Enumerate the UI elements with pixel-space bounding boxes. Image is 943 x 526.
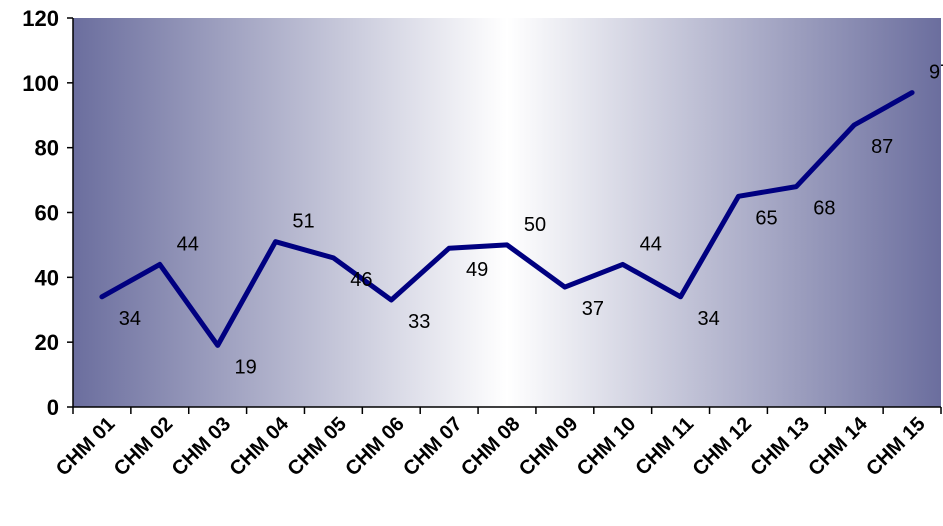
y-tick-label: 60	[35, 201, 59, 226]
data-label: 19	[235, 356, 257, 378]
data-label: 34	[119, 308, 141, 330]
data-label: 65	[755, 207, 777, 229]
data-label: 87	[871, 136, 893, 158]
data-label: 44	[177, 233, 199, 255]
y-tick-label: 80	[35, 136, 59, 161]
x-tick-label: CHM 12	[689, 413, 756, 480]
data-label: 34	[697, 308, 719, 330]
data-label: 50	[524, 214, 546, 236]
x-tick-label: CHM 06	[341, 413, 408, 480]
data-label: 97	[929, 62, 943, 84]
data-label: 46	[350, 269, 372, 291]
x-tick-label: CHM 07	[399, 413, 466, 480]
x-tick-label: CHM 02	[110, 413, 177, 480]
x-tick-label: CHM 13	[746, 413, 813, 480]
data-label: 37	[582, 298, 604, 320]
y-axis-ticks: 0 20 40 60 80 100 120	[22, 6, 73, 420]
x-tick-label: CHM 15	[862, 413, 929, 480]
x-tick-label: CHM 11	[631, 413, 698, 480]
data-label: 68	[813, 198, 835, 220]
x-tick-label: CHM 08	[457, 413, 524, 480]
y-tick-label: 120	[22, 6, 59, 31]
y-tick-label: 0	[47, 395, 59, 420]
x-tick-label: CHM 14	[804, 412, 872, 480]
x-tick-label: CHM 04	[226, 412, 294, 480]
x-tick-label: CHM 01	[52, 413, 119, 480]
x-tick-label: CHM 05	[284, 413, 351, 480]
x-tick-label: CHM 09	[515, 413, 582, 480]
plot-area	[73, 18, 941, 407]
x-tick-label: CHM 10	[573, 413, 640, 480]
x-tick-label: CHM 03	[168, 413, 235, 480]
data-label: 44	[640, 233, 662, 255]
data-label: 49	[466, 259, 488, 281]
data-label: 51	[292, 211, 314, 233]
y-tick-label: 20	[35, 330, 59, 355]
series-layer	[99, 90, 915, 348]
series-line	[99, 90, 915, 348]
y-tick-label: 40	[35, 265, 59, 290]
data-label: 33	[408, 311, 430, 333]
y-tick-label: 100	[22, 71, 59, 96]
data-labels: 34 44 19 51 46 33 49 50 37 44 34 65 68 87 97	[119, 62, 943, 379]
